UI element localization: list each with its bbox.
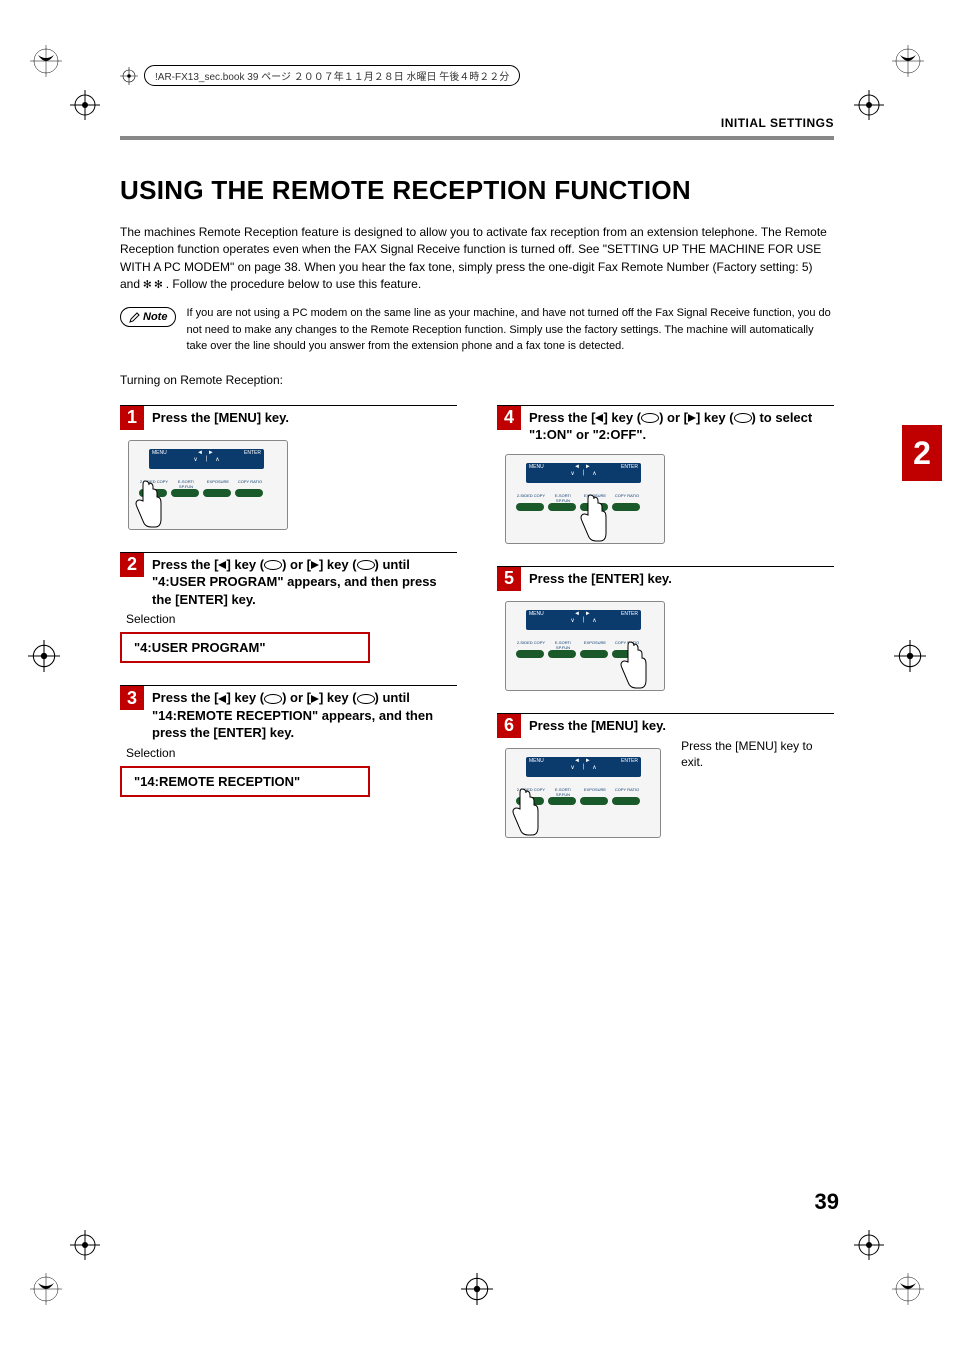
panel-enter-label: ENTER: [244, 450, 261, 456]
register-mark-icon: [854, 1230, 884, 1260]
main-title: USING THE REMOTE RECEPTION FUNCTION: [120, 175, 834, 206]
star-icon: ✻: [143, 277, 151, 292]
note-text: If you are not using a PC modem on the s…: [186, 305, 834, 355]
panel-menu-label: MENU: [529, 611, 544, 617]
panel-btn-label: 2-SIDED COPY: [516, 640, 546, 650]
pencil-icon: [129, 312, 140, 323]
step-number: 3: [120, 686, 144, 710]
control-panel-figure: MENU◄ ►ENTER ∨|∧ 2-SIDED COPYE-SORT/ SP.…: [505, 454, 665, 544]
panel-menu-label: MENU: [152, 450, 167, 456]
step-title: Press the [MENU] key.: [152, 406, 289, 427]
hand-pointer-icon: [576, 493, 608, 543]
step-extra-text: Press the [MENU] key to exit.: [681, 738, 834, 772]
step-title: Press the [] key () or [] key () to sele…: [529, 406, 834, 444]
panel-btn-label: EXPOSURE: [580, 640, 610, 650]
register-mark-icon: [120, 67, 138, 85]
step-5: 5 Press the [ENTER] key. MENU◄ ►ENTER ∨|…: [497, 566, 834, 691]
step-6: 6 Press the [MENU] key. MENU◄ ►ENTER ∨|∧…: [497, 713, 834, 848]
left-column: 1 Press the [MENU] key. MENU◄ ►ENTER ∨|∧…: [120, 405, 457, 870]
page-number: 39: [815, 1189, 839, 1215]
header-divider: [120, 136, 834, 140]
step-title: Press the [] key () or [] key () until "…: [152, 686, 457, 742]
hand-pointer-icon: [508, 787, 540, 837]
subheading: Turning on Remote Reception:: [120, 373, 834, 387]
step-number: 5: [497, 567, 521, 591]
arrow-right-icon: [688, 414, 696, 422]
note-label: Note: [143, 311, 167, 323]
oval-button-icon: [641, 413, 659, 423]
lcd-display-box: "14:REMOTE RECEPTION": [120, 766, 370, 797]
arrow-right-icon: [311, 695, 319, 703]
oval-button-icon: [264, 560, 282, 570]
crop-mark-icon: [892, 1273, 924, 1305]
panel-btn-label: E-SORT/ SP.FUN: [548, 787, 578, 797]
panel-btn-label: 2-SIDED COPY: [516, 493, 546, 503]
step-title: Press the [] key () or [] key () until "…: [152, 553, 457, 609]
step-number: 2: [120, 553, 144, 577]
file-header: !AR-FX13_sec.book 39 ページ ２００７年１１月２８日 水曜日…: [144, 65, 520, 86]
step-1: 1 Press the [MENU] key. MENU◄ ►ENTER ∨|∧…: [120, 405, 457, 530]
panel-btn-label: COPY RATIO: [235, 479, 265, 489]
control-panel-figure: MENU◄ ►ENTER ∨|∧ 2-SIDED COPYE-SORT/ SP.…: [505, 748, 661, 838]
selection-label: Selection: [126, 746, 457, 760]
lcd-display-box: "4:USER PROGRAM": [120, 632, 370, 663]
panel-btn-label: COPY RATIO: [612, 493, 642, 503]
panel-menu-label: MENU: [529, 758, 544, 764]
step-number: 6: [497, 714, 521, 738]
panel-enter-label: ENTER: [621, 758, 638, 764]
oval-button-icon: [734, 413, 752, 423]
section-header: INITIAL SETTINGS: [721, 116, 834, 130]
panel-btn-label: EXPOSURE: [580, 787, 610, 797]
right-column: 4 Press the [] key () or [] key () to se…: [497, 405, 834, 870]
arrow-right-icon: [311, 561, 319, 569]
panel-menu-label: MENU: [529, 464, 544, 470]
panel-btn-label: E-SORT/ SP.FUN: [171, 479, 201, 489]
control-panel-figure: MENU◄ ►ENTER ∨|∧ 2-SIDED COPYE-SORT/ SP.…: [505, 601, 665, 691]
note-block: Note If you are not using a PC modem on …: [120, 305, 834, 355]
panel-enter-label: ENTER: [621, 464, 638, 470]
step-number: 1: [120, 406, 144, 430]
crop-mark-icon: [30, 1273, 62, 1305]
selection-label: Selection: [126, 612, 457, 626]
note-badge: Note: [120, 307, 176, 327]
step-title: Press the [ENTER] key.: [529, 567, 672, 588]
step-3: 3 Press the [] key () or [] key () until…: [120, 685, 457, 797]
oval-button-icon: [264, 694, 282, 704]
lcd-display-text: "14:REMOTE RECEPTION": [134, 774, 356, 789]
lcd-display-text: "4:USER PROGRAM": [134, 640, 356, 655]
step-number: 4: [497, 406, 521, 430]
control-panel-figure: MENU◄ ►ENTER ∨|∧ 2-SIDED COPYE-SORT/ SP.…: [128, 440, 288, 530]
panel-btn-label: COPY RATIO: [612, 787, 642, 797]
oval-button-icon: [357, 560, 375, 570]
intro-text: The machines Remote Reception feature is…: [120, 224, 834, 295]
panel-enter-label: ENTER: [621, 611, 638, 617]
star-icon: ✻: [155, 277, 163, 292]
step-4: 4 Press the [] key () or [] key () to se…: [497, 405, 834, 544]
register-mark-icon: [70, 1230, 100, 1260]
panel-btn-label: EXPOSURE: [203, 479, 233, 489]
hand-pointer-icon: [616, 640, 648, 690]
register-mark-icon: [461, 1273, 493, 1305]
intro-text-part2: . Follow the procedure below to use this…: [166, 277, 421, 291]
step-title: Press the [MENU] key.: [529, 714, 666, 735]
step-2: 2 Press the [] key () or [] key () until…: [120, 552, 457, 664]
hand-pointer-icon: [131, 479, 163, 529]
panel-btn-label: E-SORT/ SP.FUN: [548, 493, 578, 503]
panel-btn-label: E-SORT/ SP.FUN: [548, 640, 578, 650]
oval-button-icon: [357, 694, 375, 704]
